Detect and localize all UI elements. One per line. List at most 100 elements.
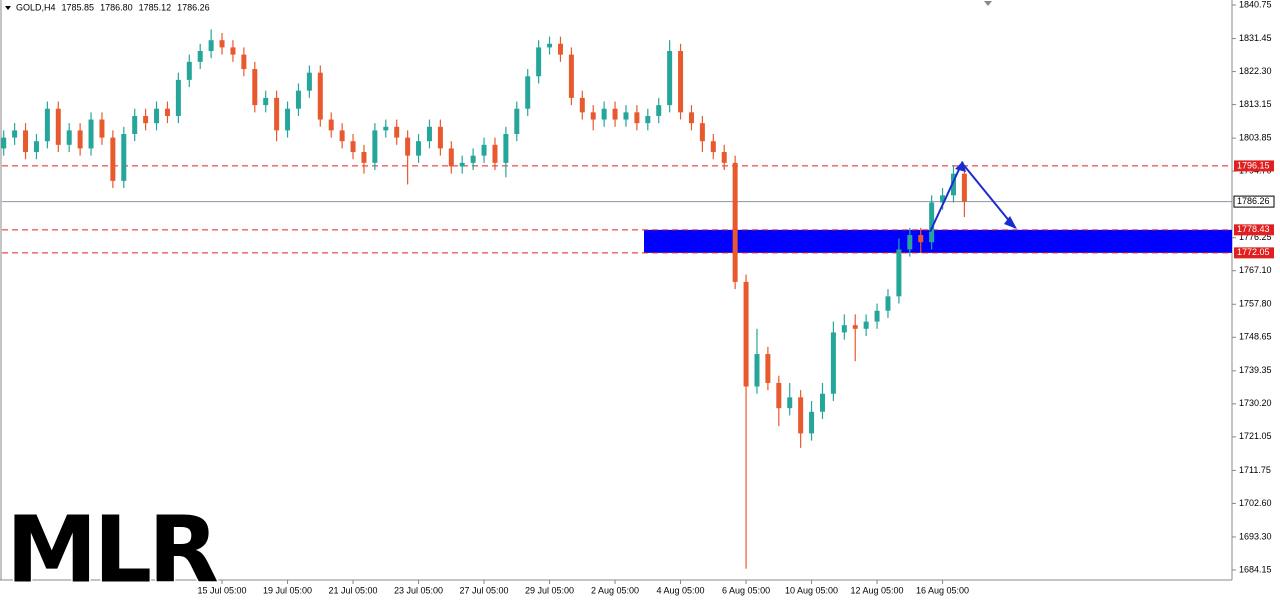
- candle-body: [175, 79, 181, 116]
- y-tick-label: 1813.15: [1239, 99, 1272, 109]
- candle-body: [819, 393, 825, 412]
- candle-body: [426, 126, 432, 142]
- candle-body: [929, 202, 935, 243]
- candle-body: [743, 281, 749, 387]
- candle-body: [514, 108, 520, 134]
- candle-body: [164, 108, 170, 116]
- candle-body: [186, 61, 192, 80]
- candle-body: [350, 141, 356, 153]
- y-tick-label: 1840.75: [1239, 0, 1272, 9]
- candle-body: [241, 54, 247, 70]
- candle-body: [295, 90, 301, 109]
- x-tick-label: 29 Jul 05:00: [525, 585, 574, 595]
- candle-body: [950, 173, 956, 196]
- candle-body: [132, 115, 138, 134]
- candle-body: [285, 108, 291, 131]
- y-tick-label: 1831.45: [1239, 33, 1272, 43]
- candle-body: [623, 112, 629, 120]
- candle-body: [328, 119, 334, 131]
- level-label-box: [1234, 247, 1274, 259]
- candle-body: [121, 133, 127, 181]
- candle-body: [787, 397, 793, 409]
- watermark: MLR: [6, 496, 217, 601]
- shift-marker: [984, 1, 992, 6]
- candle-body: [841, 325, 847, 333]
- candle-body: [688, 112, 694, 124]
- y-tick-label: 1748.65: [1239, 332, 1272, 342]
- y-tick-label: 1721.05: [1239, 431, 1272, 441]
- candle-body: [710, 141, 716, 153]
- candle-body: [372, 130, 378, 163]
- candle-body: [219, 40, 225, 48]
- candle-body: [110, 137, 116, 181]
- info-text: 1785.85: [62, 2, 95, 12]
- candle-body: [459, 162, 465, 167]
- candle-body: [536, 47, 542, 77]
- y-tick-label: 1702.60: [1239, 498, 1272, 508]
- candle-body: [143, 115, 149, 124]
- current-price-box: [1233, 195, 1275, 208]
- arrow-head: [1004, 216, 1017, 229]
- candle-body: [830, 332, 836, 394]
- y-tick-label: 1803.85: [1239, 133, 1272, 143]
- y-tick-label: 1730.20: [1239, 398, 1272, 408]
- candle-body: [492, 144, 498, 163]
- candle-body: [809, 411, 815, 434]
- y-tick-label: 1711.75: [1239, 465, 1271, 475]
- candle-body: [852, 325, 858, 329]
- candle-body: [99, 119, 105, 138]
- current-price-label: 1786.26: [1237, 196, 1270, 206]
- candle-body: [874, 310, 880, 322]
- candle-body: [940, 195, 946, 203]
- symbol-info: GOLD,H4 1785.85 1786.80 1785.12 1786.26: [16, 2, 210, 12]
- zone: [644, 229, 1232, 253]
- candle-body: [568, 54, 574, 98]
- level-label-box: [1234, 224, 1274, 236]
- collapse-icon: [5, 6, 11, 10]
- candle-body: [306, 72, 312, 91]
- candle-body: [197, 51, 203, 62]
- candle-body: [416, 141, 422, 156]
- x-tick-label: 12 Aug 05:00: [851, 585, 904, 595]
- candle-body: [656, 105, 662, 116]
- candle-body: [361, 152, 367, 163]
- x-tick-label: 6 Aug 05:00: [722, 585, 770, 595]
- candle-body: [525, 76, 531, 109]
- candle-body: [557, 43, 563, 55]
- candle-body: [55, 108, 61, 145]
- candle-body: [481, 144, 487, 156]
- y-tick-label: 1822.30: [1239, 66, 1272, 76]
- candle-body: [263, 97, 269, 106]
- candle-body: [252, 69, 258, 106]
- candle-body: [885, 296, 891, 311]
- candle-body: [88, 119, 94, 149]
- candle-body: [918, 235, 924, 243]
- candle-body: [678, 51, 684, 113]
- candle-body: [77, 130, 83, 149]
- candle-body: [961, 173, 967, 202]
- x-tick-label: 10 Aug 05:00: [785, 585, 838, 595]
- candle-body: [765, 354, 771, 383]
- candle-body: [437, 126, 443, 149]
- candle-body: [798, 397, 804, 434]
- y-tick-label: 1739.35: [1239, 365, 1272, 375]
- candle-body: [339, 130, 345, 142]
- candle-body: [274, 97, 280, 131]
- x-tick-label: 2 Aug 05:00: [591, 585, 639, 595]
- candle-body: [721, 152, 727, 163]
- level-label: 1778.43: [1237, 224, 1270, 234]
- candle-body: [907, 235, 913, 250]
- candle-body: [547, 43, 553, 48]
- x-tick-label: 21 Jul 05:00: [329, 585, 378, 595]
- candle-body: [699, 123, 705, 142]
- candle-body: [579, 97, 585, 113]
- candle-body: [405, 137, 411, 156]
- info-text: 1785.12: [139, 2, 172, 12]
- x-tick-label: 16 Aug 05:00: [916, 585, 969, 595]
- candle-body: [154, 108, 160, 124]
- y-tick-label: 1757.80: [1239, 299, 1272, 309]
